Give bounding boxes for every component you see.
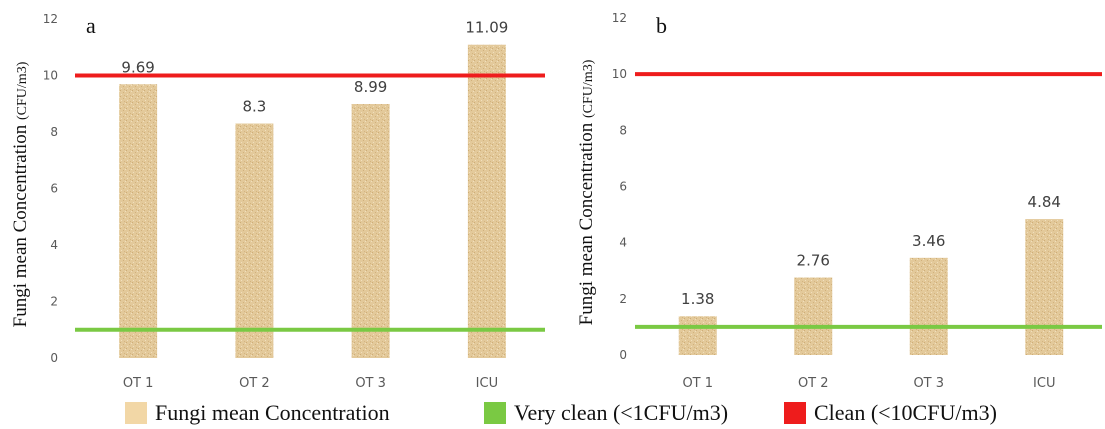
y-tick-label: 10: [612, 67, 627, 81]
legend-label-very-clean: Very clean (<1CFU/m3): [514, 400, 729, 425]
y-axis-label: Fungi mean Concentration (CFU/m3): [576, 59, 597, 325]
data-label: 8.99: [354, 78, 387, 96]
y-tick-label: 0: [619, 348, 627, 362]
bar: [794, 277, 833, 355]
data-label: 8.3: [242, 98, 266, 116]
y-tick-label: 2: [50, 295, 58, 309]
bar: [235, 123, 274, 359]
data-label: 2.76: [797, 251, 830, 269]
legend-label-bars: Fungi mean Concentration: [155, 400, 390, 425]
y-axis-label: Fungi mean Concentration (CFU/m3): [10, 61, 31, 327]
y-tick-label: 0: [50, 351, 58, 365]
y-tick-label: 12: [612, 11, 627, 25]
x-tick-label: OT 1: [123, 376, 154, 391]
y-tick-label: 4: [619, 236, 627, 250]
chart-panel-b: 0 2 4 6 8 10 12 Fungi mean Concentration (CFU/m…: [552, 0, 1104, 398]
legend-swatch-clean: [784, 402, 806, 424]
bar: [678, 316, 717, 355]
x-tick-label: OT 2: [798, 376, 829, 391]
legend-swatch-bars: [125, 402, 147, 424]
y-axis-title: Fungi mean Concentration: [576, 118, 597, 325]
x-tick-label: OT 3: [355, 376, 386, 391]
x-tick-label: OT 2: [239, 376, 270, 391]
data-label: 3.46: [912, 232, 945, 250]
bar: [119, 84, 158, 358]
y-tick-label: 10: [43, 69, 58, 83]
x-tick-label: OT 3: [913, 376, 944, 391]
y-tick-label: 6: [50, 182, 58, 196]
y-tick-label: 8: [619, 123, 627, 137]
chart-svg-b: 0 2 4 6 8 10 12 Fungi mean Concentration (CFU/m…: [576, 11, 1102, 391]
y-tick-label: 2: [619, 292, 627, 306]
y-tick-label: 6: [619, 180, 627, 194]
panel-label: b: [656, 13, 667, 38]
legend-item-very-clean: Very clean (<1CFU/m3): [484, 400, 728, 426]
x-tick-label: OT 1: [682, 376, 713, 391]
bar: [351, 104, 390, 358]
panel-label: a: [86, 13, 96, 38]
legend-label-clean: Clean (<10CFU/m3): [814, 400, 997, 425]
y-axis-title: Fungi mean Concentration: [10, 120, 31, 327]
y-tick-label: 8: [50, 125, 58, 139]
bar: [909, 257, 948, 355]
legend: Fungi mean Concentration Very clean (<1C…: [0, 398, 1105, 429]
bar: [1025, 219, 1064, 355]
data-label: 11.09: [465, 19, 508, 37]
legend-item-clean: Clean (<10CFU/m3): [784, 400, 997, 426]
bar: [467, 44, 506, 359]
chart-panel-a: 0 2 4 6 8 10 12 Fungi mean Concentration (CFU/m…: [0, 0, 552, 398]
y-axis-unit: (CFU/m3): [15, 61, 30, 120]
chart-svg-a: 0 2 4 6 8 10 12 Fungi mean Concentration (CFU/m…: [10, 12, 545, 391]
x-tick-label: ICU: [476, 376, 498, 391]
y-axis-unit: (CFU/m3): [581, 59, 596, 118]
legend-item-bars: Fungi mean Concentration: [125, 400, 390, 426]
data-label: 4.84: [1028, 193, 1061, 211]
y-tick-label: 4: [50, 238, 58, 252]
data-label: 1.38: [681, 290, 714, 308]
data-label: 9.69: [121, 58, 154, 76]
x-tick-label: ICU: [1033, 376, 1055, 391]
y-tick-label: 12: [43, 12, 58, 26]
legend-swatch-very-clean: [484, 402, 506, 424]
